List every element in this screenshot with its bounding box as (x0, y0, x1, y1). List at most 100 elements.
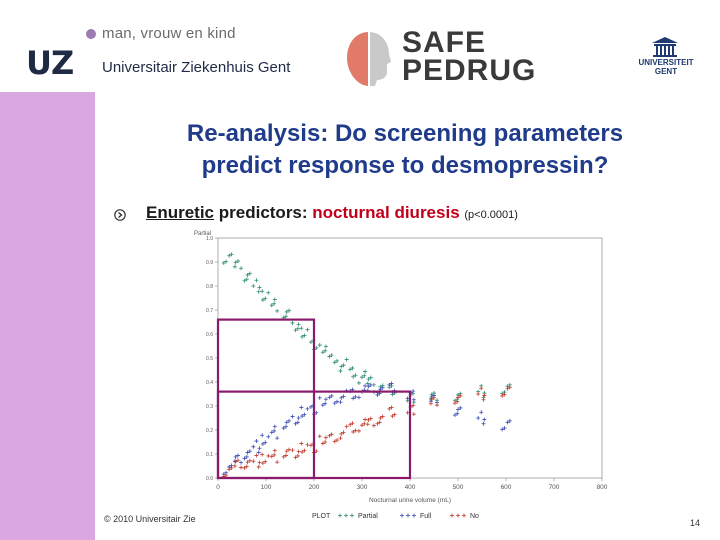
ugent-line2: GENT (654, 67, 678, 76)
data-point (390, 414, 395, 419)
data-point (481, 421, 486, 426)
data-point (435, 403, 440, 408)
x-axis-label: Nocturnal urine volume (mL) (369, 497, 451, 504)
data-point (389, 405, 394, 410)
data-point (296, 449, 301, 454)
data-point (366, 377, 371, 382)
data-point (476, 392, 481, 396)
data-point (263, 459, 268, 464)
data-point (305, 406, 310, 411)
uz-logo: UZ (26, 44, 74, 82)
data-point (254, 278, 259, 283)
data-point (360, 375, 364, 380)
data-point (257, 446, 262, 451)
data-point (290, 320, 295, 325)
data-point (244, 277, 249, 282)
scatter-chart: 0.0 0.1 0.2 0.3 0.4 0.5 0.6 0.7 0.8 0.9 1.0 0 100 200… (194, 231, 608, 520)
data-point (239, 266, 244, 271)
safepedrug-head-icon (347, 32, 391, 86)
data-point (254, 453, 259, 458)
data-point (296, 416, 301, 420)
slide-header: man, vrouw en kind UZ Universitair Zieke… (0, 0, 720, 92)
data-point (323, 348, 328, 353)
data-point (323, 344, 328, 349)
data-point (272, 452, 277, 457)
data-point (290, 414, 295, 419)
data-point (245, 460, 250, 465)
data-point (481, 397, 486, 402)
data-point (266, 434, 271, 439)
data-point (323, 440, 328, 444)
data-point (239, 465, 244, 470)
x-tick-label: 600 (501, 484, 512, 491)
data-point (275, 308, 280, 313)
data-point (295, 326, 300, 331)
data-point (235, 458, 240, 463)
data-point (302, 333, 307, 338)
data-point (429, 397, 434, 402)
data-point (251, 284, 256, 288)
data-point (360, 423, 364, 428)
data-point (366, 384, 371, 389)
x-tick-label: 200 (309, 484, 320, 491)
data-point (232, 264, 237, 269)
y-tick-label: 0.0 (206, 476, 213, 482)
data-point (365, 422, 370, 427)
data-point (329, 393, 334, 398)
legend-marker (406, 513, 410, 518)
data-point (327, 395, 332, 400)
data-point (348, 422, 353, 427)
data-point (247, 458, 252, 463)
uz-hospital-name: Universitair Ziekenhuis Gent (102, 59, 291, 76)
legend-marker (344, 513, 348, 518)
data-point (344, 424, 349, 429)
data-point (260, 452, 265, 457)
data-point (283, 424, 288, 429)
data-point (260, 297, 265, 302)
data-point (375, 421, 380, 426)
title-line-1: Re-analysis: Do screening parameters (186, 120, 624, 147)
data-point (281, 454, 286, 459)
data-point (229, 465, 234, 470)
data-point (338, 400, 343, 405)
data-point (233, 459, 238, 464)
bullet-text: predictors: (214, 203, 313, 222)
data-point (338, 436, 343, 441)
data-point (482, 393, 487, 398)
data-point (251, 444, 256, 449)
slide-title: Re-analysis: Do screening parameters pre… (110, 118, 700, 182)
data-point (411, 397, 416, 402)
data-point (244, 454, 249, 459)
data-point (341, 430, 346, 435)
data-point (507, 385, 512, 390)
data-point (452, 413, 457, 418)
data-point (284, 420, 289, 425)
data-point (456, 407, 460, 412)
data-point (221, 260, 226, 265)
x-tick-label: 300 (357, 484, 368, 491)
legend-marker (350, 513, 354, 518)
data-point (368, 416, 373, 421)
data-point (356, 395, 361, 400)
legend-marker (400, 513, 404, 518)
data-point (284, 309, 289, 314)
ugent-building-icon (652, 37, 678, 57)
data-point (308, 443, 313, 448)
data-point (235, 259, 240, 264)
data-point (380, 414, 385, 419)
data-point (269, 430, 274, 435)
data-point (378, 416, 383, 420)
data-point (299, 405, 304, 410)
data-point (300, 414, 305, 419)
data-point (305, 442, 310, 447)
data-point (272, 448, 277, 453)
data-point (502, 426, 507, 431)
y-tick-label: 0.9 (206, 260, 213, 266)
data-point (479, 410, 484, 415)
y-tick-label: 0.8 (206, 284, 213, 290)
page-number: 14 (690, 518, 701, 528)
data-point (505, 420, 510, 425)
data-point (505, 386, 510, 391)
legend-marker (462, 513, 466, 518)
data-point (300, 450, 305, 455)
